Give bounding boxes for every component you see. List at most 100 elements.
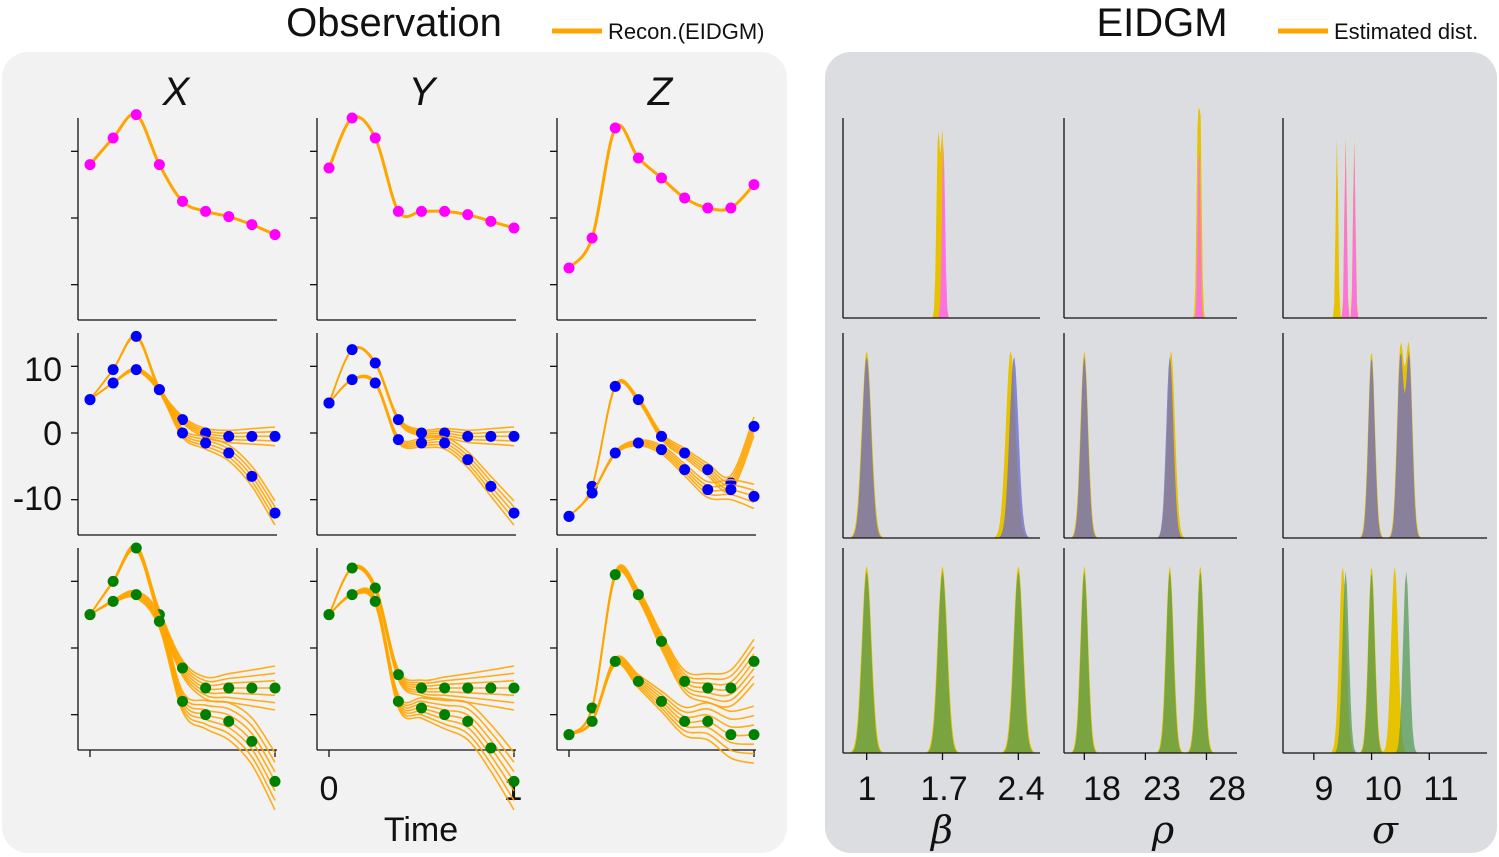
obs-subplot-r2-c2 — [310, 333, 520, 536]
xlabel-time: Time — [384, 811, 458, 849]
obs-subplot-r3-c3 — [550, 548, 760, 765]
obs-point-Y_a-8 — [508, 682, 520, 694]
obs-point-Y_a-3 — [392, 414, 404, 426]
obs-point-X_a-4 — [177, 662, 188, 674]
obs-point-X_a-2 — [130, 330, 142, 342]
obs-point-Y_b-2 — [369, 377, 381, 389]
obs-point-X-0 — [84, 159, 96, 171]
obs-point-X_a-8 — [269, 430, 281, 442]
obs-subplot-r1-c3 — [550, 118, 760, 321]
recon-line-Y_a — [328, 564, 515, 682]
dist-subplot-r2-rho — [1063, 333, 1237, 539]
obs-point-X_b-5 — [200, 709, 212, 721]
obs-point-Z_b-4 — [656, 695, 667, 707]
obs-point-X_a-6 — [223, 430, 235, 442]
true-dist-rho — [1066, 356, 1237, 538]
obs-point-X_b-0 — [84, 609, 96, 621]
xlabel-sigma: σ — [1372, 808, 1399, 852]
col-title-z: Z — [647, 70, 674, 114]
xlabel-beta: β — [929, 808, 953, 852]
beta-tick-2-4: 2.4 — [997, 770, 1044, 808]
obs-point-Y_a-7 — [485, 682, 497, 694]
right-panel-title: EIDGM — [1096, 1, 1227, 45]
recon-line-Z_a — [568, 564, 755, 736]
obs-point-Z_a-6 — [702, 682, 714, 694]
obs-point-Y_b-3 — [392, 434, 404, 446]
obs-point-X_b-1 — [107, 595, 119, 607]
obs-point-Z_a-7 — [725, 682, 737, 694]
obs-point-Y_a-1 — [346, 344, 358, 356]
obs-point-X-3 — [153, 159, 165, 171]
dist-subplot-r3-beta — [842, 548, 1040, 760]
obs-point-Y-1 — [346, 112, 358, 124]
obs-point-Z_b-2 — [609, 655, 621, 667]
obs-point-Z-0 — [563, 262, 575, 274]
obs-point-X_b-6 — [223, 715, 235, 727]
obs-point-Y-7 — [485, 215, 497, 227]
obs-point-Z_b-5 — [679, 715, 691, 727]
obs-point-Z_b-8 — [748, 729, 760, 741]
obs-point-Z-7 — [725, 202, 737, 214]
obs-point-X_b-4 — [177, 427, 188, 439]
obs-point-Y_b-6 — [462, 715, 474, 727]
obs-point-Z-3 — [632, 152, 644, 164]
obs-point-X-7 — [246, 219, 258, 231]
obs-point-Z_a-1 — [586, 702, 598, 714]
obs-point-Y-2 — [369, 132, 381, 144]
obs-point-X_a-4 — [177, 414, 188, 426]
obs-point-Y_b-6 — [462, 454, 474, 466]
sigma-tick-11: 11 — [1423, 770, 1458, 808]
left-panel-background — [2, 52, 787, 853]
left-legend-label: Recon.(EIDGM) — [608, 19, 764, 44]
obs-point-Y_b-1 — [346, 589, 358, 601]
obs-point-Z_a-6 — [702, 464, 714, 476]
obs-point-Z-4 — [656, 172, 667, 184]
obs-point-Y_b-0 — [323, 609, 335, 621]
obs-point-Y_a-4 — [416, 682, 427, 694]
obs-point-X_b-8 — [269, 507, 281, 519]
left-panel-title: Observation — [286, 1, 502, 45]
obs-point-Z-5 — [679, 192, 691, 204]
obs-subplot-r3-c1 — [71, 542, 281, 811]
obs-point-Z_a-5 — [679, 675, 691, 687]
obs-point-Y_a-3 — [392, 669, 404, 681]
obs-point-X_a-7 — [246, 682, 258, 694]
obs-point-X_b-6 — [223, 447, 235, 459]
obs-point-Y-6 — [462, 209, 474, 221]
right-panel-background — [825, 52, 1497, 853]
obs-point-X_b-3 — [153, 384, 165, 396]
obs-point-Y_b-2 — [369, 595, 381, 607]
col-title-x: X — [162, 70, 191, 114]
obs-point-Z_b-5 — [679, 464, 691, 476]
obs-point-Y_b-5 — [439, 437, 451, 449]
obs-point-Z-2 — [609, 122, 621, 134]
obs-point-X_a-1 — [107, 575, 119, 587]
obs-point-Z_a-5 — [679, 447, 691, 459]
xtick-label-0: 0 — [320, 770, 339, 808]
obs-point-X_b-8 — [269, 775, 281, 787]
obs-point-Y_b-8 — [508, 775, 520, 787]
obs-point-Z_a-2 — [609, 569, 621, 581]
dist-subplot-r3-rho — [1063, 548, 1237, 760]
obs-point-X-2 — [130, 109, 142, 121]
obs-point-Y-5 — [439, 205, 451, 217]
obs-point-Z_a-2 — [609, 380, 621, 392]
true-dist-rho — [1066, 571, 1237, 753]
sigma-tick-10: 10 — [1364, 770, 1402, 808]
obs-point-Z_b-6 — [702, 715, 714, 727]
obs-point-Z_b-7 — [725, 729, 737, 741]
rho-tick-23: 23 — [1143, 770, 1181, 808]
obs-point-Y_a-6 — [462, 682, 474, 694]
obs-point-X_b-1 — [107, 377, 119, 389]
obs-point-Y_b-7 — [485, 480, 497, 492]
obs-point-Y_a-5 — [439, 682, 451, 694]
obs-point-Z_a-8 — [748, 420, 760, 432]
estimated-dist-rho — [1066, 566, 1237, 753]
true-dist-beta — [845, 356, 1040, 538]
obs-point-Z_a-4 — [656, 635, 667, 647]
rho-tick-18: 18 — [1083, 770, 1121, 808]
obs-point-X_b-2 — [130, 364, 142, 376]
dist-subplot-r1-sigma — [1282, 118, 1487, 319]
obs-point-Z_b-3 — [632, 437, 644, 449]
distribution-plots — [842, 108, 1487, 760]
